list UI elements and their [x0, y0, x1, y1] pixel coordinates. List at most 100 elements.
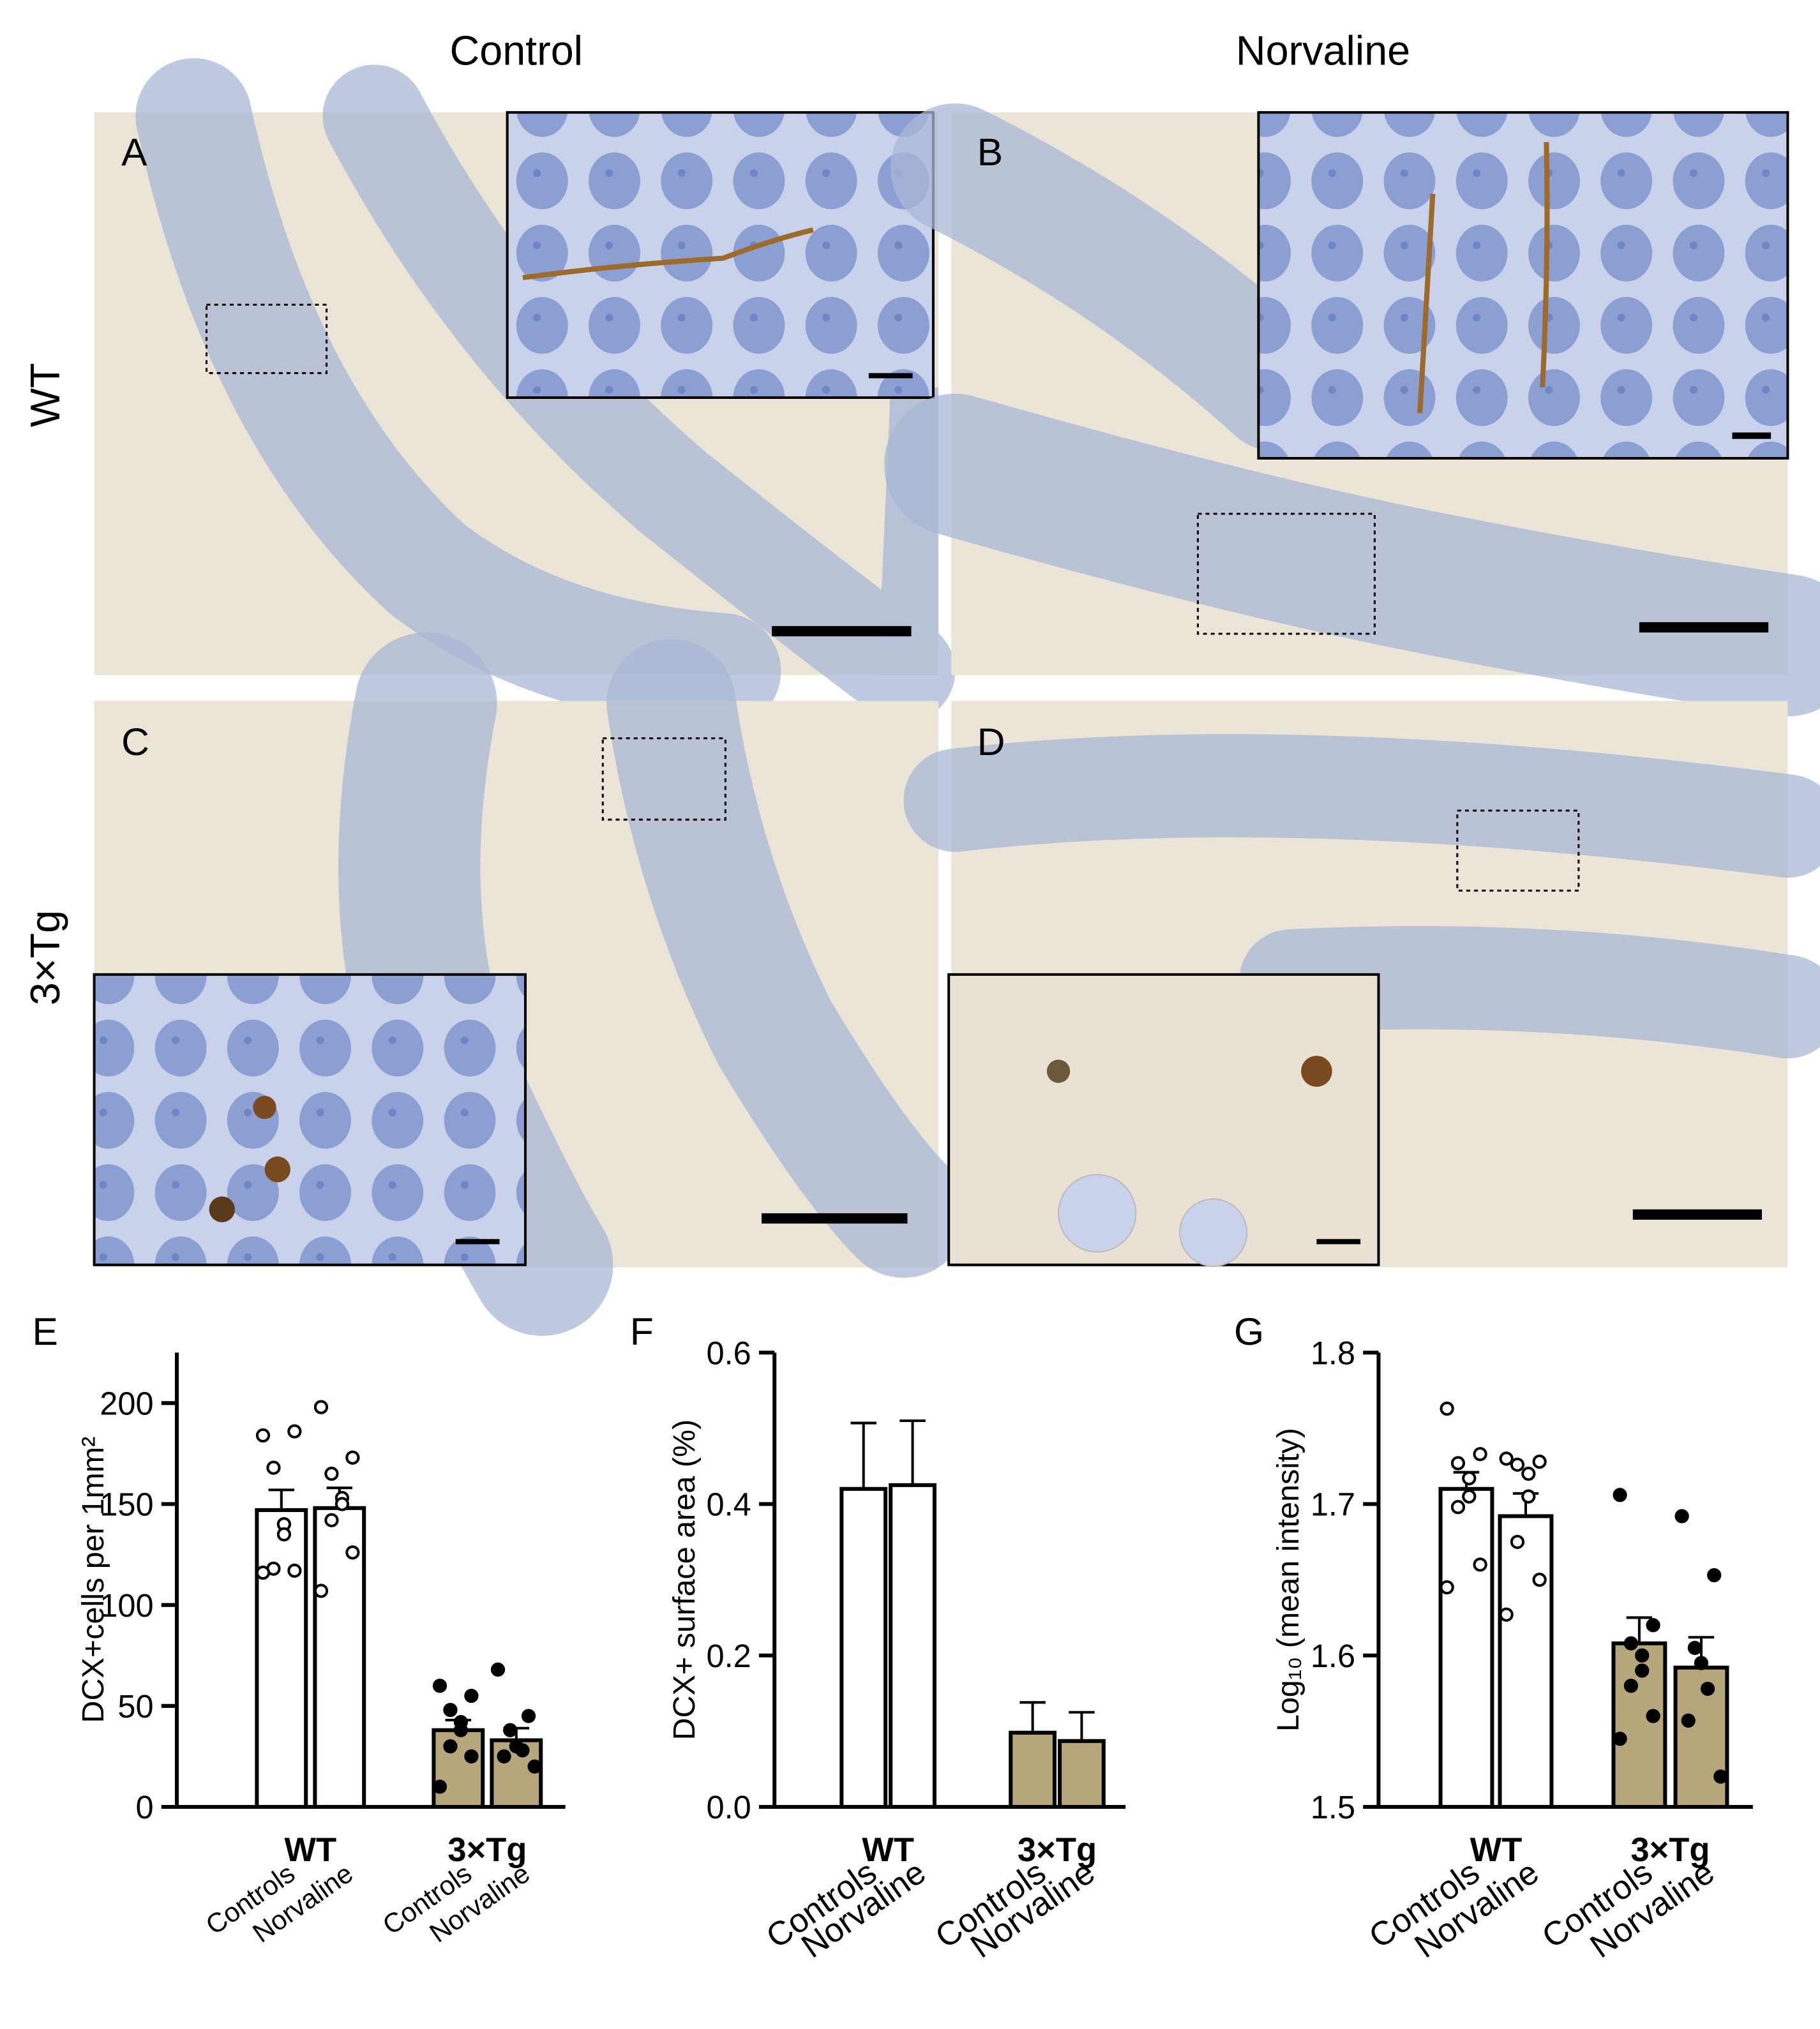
data-point: [1521, 1466, 1536, 1481]
data-point: [1462, 1471, 1477, 1486]
data-point: [1450, 1500, 1466, 1515]
panel-label: A: [121, 130, 147, 174]
data-point: [255, 1565, 271, 1580]
data-point: [324, 1513, 339, 1527]
y-tick-label: 0.2: [707, 1638, 751, 1674]
error-bar: [1069, 1711, 1095, 1741]
data-point: [1623, 1636, 1639, 1651]
data-point: [287, 1563, 302, 1578]
error-bar: [850, 1421, 876, 1489]
error-bar: [899, 1419, 926, 1485]
panel-label: F: [630, 1310, 654, 1353]
data-point: [515, 1743, 530, 1758]
data-point: [335, 1497, 350, 1511]
y-tick-label: 0.4: [707, 1486, 751, 1523]
data-point: [255, 1428, 271, 1443]
y-axis-label: Log₁₀ (mean intensity): [1271, 1428, 1305, 1732]
group-label: 3×Tg: [1018, 1831, 1097, 1869]
panel-label: B: [977, 130, 1003, 174]
data-point: [324, 1466, 339, 1481]
y-tick-label: 1.8: [1311, 1335, 1355, 1371]
data-point: [453, 1723, 469, 1737]
data-point: [1635, 1648, 1650, 1663]
y-axis-label: DCX+ surface area (%): [667, 1419, 702, 1741]
data-point: [464, 1749, 479, 1764]
data-point: [1473, 1447, 1487, 1462]
y-tick-label: 150: [100, 1486, 153, 1523]
bar: [1498, 1514, 1554, 1809]
data-point: [497, 1749, 511, 1764]
data-point: [490, 1662, 506, 1677]
bar: [839, 1486, 888, 1809]
panel-label: C: [121, 720, 149, 763]
group-label: 3×Tg: [1630, 1831, 1710, 1869]
data-point: [464, 1688, 479, 1703]
group-label: 3×Tg: [447, 1831, 527, 1869]
error-bar: [268, 1488, 295, 1511]
bar: [255, 1508, 308, 1809]
data-point: [1440, 1401, 1454, 1416]
data-point: [1613, 1732, 1627, 1746]
micrograph: [884, 103, 1820, 717]
y-tick-label: 50: [117, 1688, 153, 1725]
data-point: [1510, 1534, 1525, 1549]
data-point: [1646, 1709, 1660, 1723]
data-point: [432, 1779, 447, 1794]
column-header: Control: [450, 27, 583, 73]
data-point: [1440, 1580, 1454, 1595]
data-point: [1499, 1451, 1514, 1466]
data-point: [1713, 1769, 1728, 1784]
data-point: [503, 1723, 518, 1737]
data-point: [527, 1759, 542, 1774]
data-point: [345, 1545, 360, 1560]
data-point: [1674, 1509, 1689, 1524]
data-point: [443, 1703, 458, 1718]
data-point: [521, 1709, 536, 1723]
data-point: [1532, 1573, 1547, 1587]
data-point: [1521, 1489, 1536, 1504]
panel-label: D: [977, 720, 1005, 763]
data-point: [1694, 1656, 1709, 1670]
error-bar: [1019, 1701, 1046, 1733]
group-label: WT: [1470, 1831, 1523, 1869]
data-point: [1510, 1457, 1525, 1472]
y-tick-label: 0: [136, 1789, 154, 1825]
micrograph: [94, 58, 956, 730]
panel-label: E: [33, 1310, 58, 1353]
data-point: [287, 1424, 302, 1439]
data-point: [1700, 1681, 1715, 1696]
data-point: [1462, 1489, 1477, 1504]
panel-label: G: [1234, 1310, 1264, 1353]
data-point: [1613, 1488, 1627, 1502]
data-point: [443, 1739, 458, 1754]
y-tick-label: 1.5: [1311, 1789, 1355, 1825]
bar: [1058, 1739, 1106, 1809]
y-tick-label: 100: [100, 1587, 153, 1624]
data-point: [313, 1584, 329, 1598]
data-point: [1473, 1557, 1487, 1572]
data-point: [1499, 1607, 1514, 1622]
bar: [432, 1728, 485, 1809]
data-point: [1532, 1454, 1547, 1469]
data-point: [313, 1400, 329, 1414]
data-point: [1635, 1663, 1650, 1678]
data-point: [345, 1450, 360, 1465]
group-label: WT: [862, 1831, 914, 1869]
row-header: WT: [22, 363, 68, 428]
data-point: [1450, 1456, 1466, 1471]
data-point: [1707, 1568, 1722, 1583]
bar: [1438, 1486, 1494, 1809]
column-header: Norvaline: [1236, 27, 1410, 73]
data-point: [1681, 1713, 1696, 1728]
y-tick-label: 0.6: [707, 1335, 751, 1371]
bar: [1009, 1730, 1057, 1809]
data-point: [266, 1460, 281, 1475]
data-point: [432, 1679, 447, 1693]
micrograph: [903, 701, 1820, 1268]
data-point: [1687, 1640, 1702, 1656]
error-bar: [1626, 1616, 1653, 1643]
y-axis-label: DCX+cells per 1mm²: [76, 1437, 110, 1723]
y-tick-label: 1.7: [1311, 1486, 1355, 1523]
data-point: [1646, 1618, 1660, 1633]
bar: [889, 1483, 936, 1809]
